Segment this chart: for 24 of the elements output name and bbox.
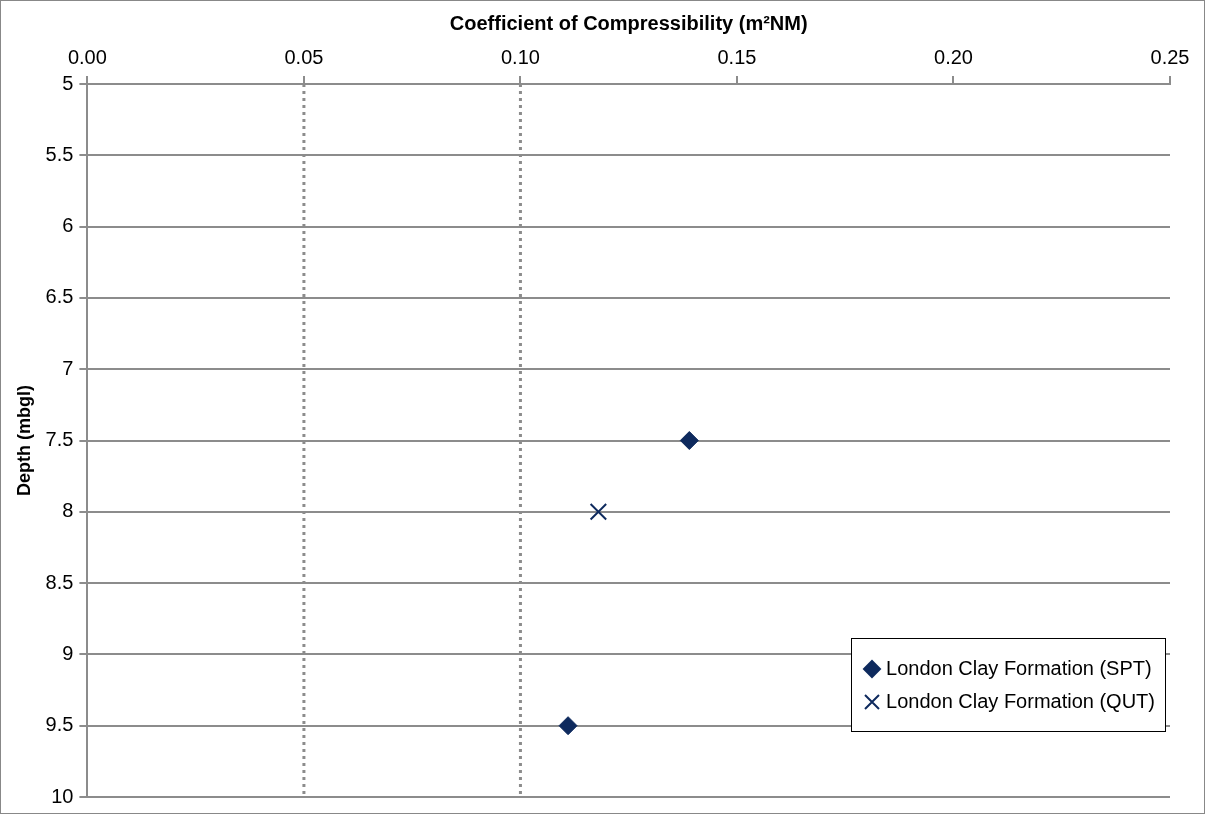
y-tick-label: 7.5 [45, 428, 74, 451]
y-tick-label: 5.5 [45, 142, 74, 165]
x-tick-label: 0.10 [500, 45, 540, 68]
x-axis-title: Coefficient of Compressibility (m²NM) [449, 11, 808, 34]
y-tick-label: 8.5 [45, 570, 74, 593]
y-tick-label: 8 [62, 499, 74, 522]
y-tick-label: 6 [62, 214, 74, 237]
y-tick-label: 9 [62, 641, 74, 664]
y-tick-label: 7 [62, 356, 74, 379]
x-tick-label: 0.25 [1150, 45, 1190, 68]
x-tick-label: 0.20 [934, 45, 973, 68]
x-tick-label: 0.05 [284, 45, 324, 68]
point [558, 716, 578, 736]
legend-label: London Clay Formation (SPT) [886, 657, 1152, 680]
point [679, 431, 699, 450]
y-axis-title: Depth (mbgl) [13, 385, 34, 496]
x-tick-label: 0.15 [717, 45, 757, 68]
legend-label: London Clay Formation (QUT) [886, 690, 1155, 713]
x-tick-label: 0.00 [67, 45, 107, 68]
y-tick-label: 5 [62, 71, 74, 94]
y-tick-label: 10 [51, 784, 74, 807]
y-tick-label: 6.5 [45, 285, 74, 308]
y-tick-label: 9.5 [45, 713, 74, 736]
point [589, 503, 608, 521]
